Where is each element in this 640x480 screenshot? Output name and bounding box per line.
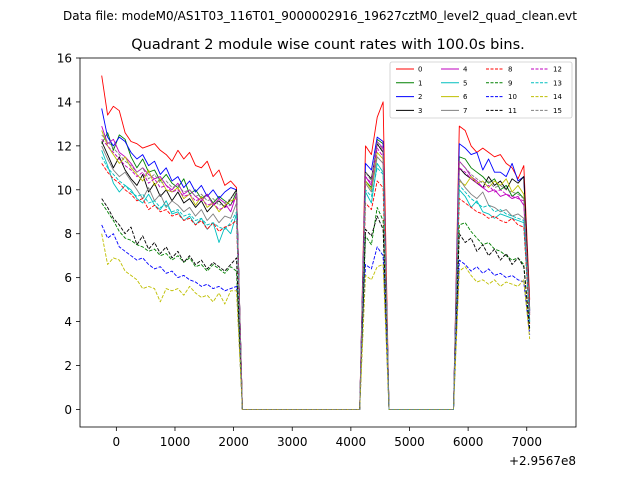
series-line-2 bbox=[101, 108, 531, 410]
legend-label-15: 15 bbox=[553, 107, 562, 115]
y-axis: 0 2 4 6 8 10 12 14 16 bbox=[57, 52, 80, 417]
x-tick-label: 0 bbox=[113, 435, 121, 449]
x-tick-label: 2000 bbox=[218, 435, 249, 449]
legend-label-1: 1 bbox=[418, 79, 422, 87]
legend-label-3: 3 bbox=[418, 107, 422, 115]
series-line-11 bbox=[101, 198, 531, 410]
y-tick-label: 4 bbox=[64, 315, 72, 329]
y-tick-label: 14 bbox=[57, 95, 72, 109]
series-line-3 bbox=[101, 141, 531, 410]
series-line-8 bbox=[101, 163, 531, 410]
chart-title: Quadrant 2 module wise count rates with … bbox=[131, 37, 525, 53]
legend-label-12: 12 bbox=[553, 66, 562, 74]
y-tick-label: 10 bbox=[57, 183, 72, 197]
legend-label-13: 13 bbox=[553, 79, 562, 87]
series-line-15 bbox=[101, 134, 531, 410]
legend-label-5: 5 bbox=[463, 79, 467, 87]
series-line-10 bbox=[101, 224, 531, 410]
x-tick-label: 1000 bbox=[160, 435, 191, 449]
x-axis: 0 1000 2000 3000 4000 5000 6000 7000 bbox=[113, 427, 542, 449]
plot-area bbox=[79, 57, 577, 428]
legend-label-2: 2 bbox=[418, 93, 422, 101]
x-tick-label: 6000 bbox=[453, 435, 484, 449]
legend-label-8: 8 bbox=[508, 66, 512, 74]
y-tick-label: 16 bbox=[57, 52, 72, 66]
legend-label-14: 14 bbox=[553, 93, 562, 101]
x-tick-label: 4000 bbox=[336, 435, 367, 449]
series-line-12 bbox=[101, 139, 531, 410]
y-tick-label: 8 bbox=[64, 227, 72, 241]
legend-frame bbox=[389, 61, 573, 119]
x-tick-label: 3000 bbox=[277, 435, 308, 449]
legend-label-10: 10 bbox=[508, 93, 517, 101]
y-tick-label: 0 bbox=[64, 403, 72, 417]
legend-label-7: 7 bbox=[463, 107, 467, 115]
x-tick-label: 7000 bbox=[511, 435, 542, 449]
legend-label-9: 9 bbox=[508, 79, 512, 87]
series-line-9 bbox=[101, 202, 531, 410]
y-tick-label: 12 bbox=[57, 139, 72, 153]
legend-label-6: 6 bbox=[463, 93, 468, 101]
y-tick-label: 2 bbox=[64, 359, 72, 373]
series-line-13 bbox=[101, 156, 531, 410]
series-line-14 bbox=[101, 233, 531, 410]
chart-suptitle: Data file: modeM0/AS1T03_116T01_90000029… bbox=[63, 9, 577, 23]
legend-label-0: 0 bbox=[418, 66, 422, 74]
y-tick-label: 6 bbox=[64, 271, 72, 285]
x-tick-label: 5000 bbox=[394, 435, 425, 449]
legend-label-11: 11 bbox=[508, 107, 517, 115]
series-layer bbox=[101, 75, 531, 410]
x-offset-label: +2.9567e8 bbox=[509, 454, 576, 468]
legend-label-4: 4 bbox=[463, 66, 468, 74]
